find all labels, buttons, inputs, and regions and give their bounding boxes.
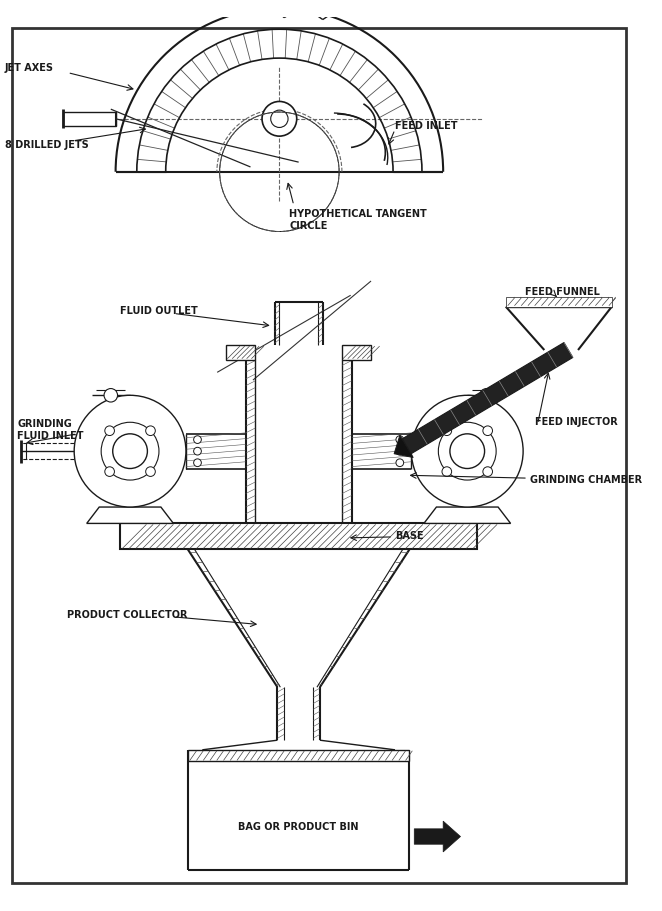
Circle shape	[74, 395, 186, 507]
Text: BAG OR PRODUCT BIN: BAG OR PRODUCT BIN	[238, 822, 359, 832]
Circle shape	[442, 466, 451, 476]
Bar	[506, 297, 612, 307]
Text: PRODUCT COLLECTOR: PRODUCT COLLECTOR	[68, 610, 188, 620]
Circle shape	[442, 426, 451, 435]
Polygon shape	[394, 435, 413, 457]
Bar	[188, 750, 409, 762]
Circle shape	[105, 426, 115, 435]
Bar	[120, 524, 477, 549]
Text: 8 DRILLED JETS: 8 DRILLED JETS	[5, 139, 89, 149]
Circle shape	[396, 447, 404, 455]
Bar	[226, 345, 256, 360]
Circle shape	[262, 101, 297, 136]
Text: FEED FUNNEL: FEED FUNNEL	[525, 287, 600, 297]
Polygon shape	[414, 821, 461, 852]
Circle shape	[438, 423, 496, 480]
Circle shape	[271, 110, 288, 128]
Polygon shape	[87, 507, 173, 524]
Text: FLUID OUTLET: FLUID OUTLET	[120, 306, 198, 316]
Circle shape	[194, 447, 201, 455]
Text: FEED INLET: FEED INLET	[395, 120, 457, 130]
Text: FEED INJECTOR: FEED INJECTOR	[535, 417, 618, 427]
Circle shape	[480, 389, 493, 402]
Circle shape	[483, 466, 493, 476]
Bar	[342, 345, 371, 360]
Circle shape	[396, 435, 404, 444]
Polygon shape	[402, 343, 573, 454]
Circle shape	[483, 426, 493, 435]
Text: GRINDING
FLUID INLET: GRINDING FLUID INLET	[17, 419, 84, 441]
Polygon shape	[424, 507, 510, 524]
Circle shape	[146, 426, 156, 435]
Circle shape	[411, 395, 523, 507]
Circle shape	[105, 466, 115, 476]
Circle shape	[113, 434, 148, 468]
Circle shape	[146, 466, 156, 476]
Circle shape	[396, 459, 404, 466]
Circle shape	[450, 434, 485, 468]
Text: JET AXES: JET AXES	[5, 63, 54, 73]
Bar	[63, 112, 116, 126]
Circle shape	[194, 459, 201, 466]
Text: GRINDING CHAMBER: GRINDING CHAMBER	[530, 475, 642, 485]
Circle shape	[101, 423, 159, 480]
Circle shape	[104, 389, 118, 402]
Text: HYPOTHETICAL TANGENT
CIRCLE: HYPOTHETICAL TANGENT CIRCLE	[289, 210, 427, 230]
Text: BASE: BASE	[395, 531, 424, 541]
Circle shape	[194, 435, 201, 444]
